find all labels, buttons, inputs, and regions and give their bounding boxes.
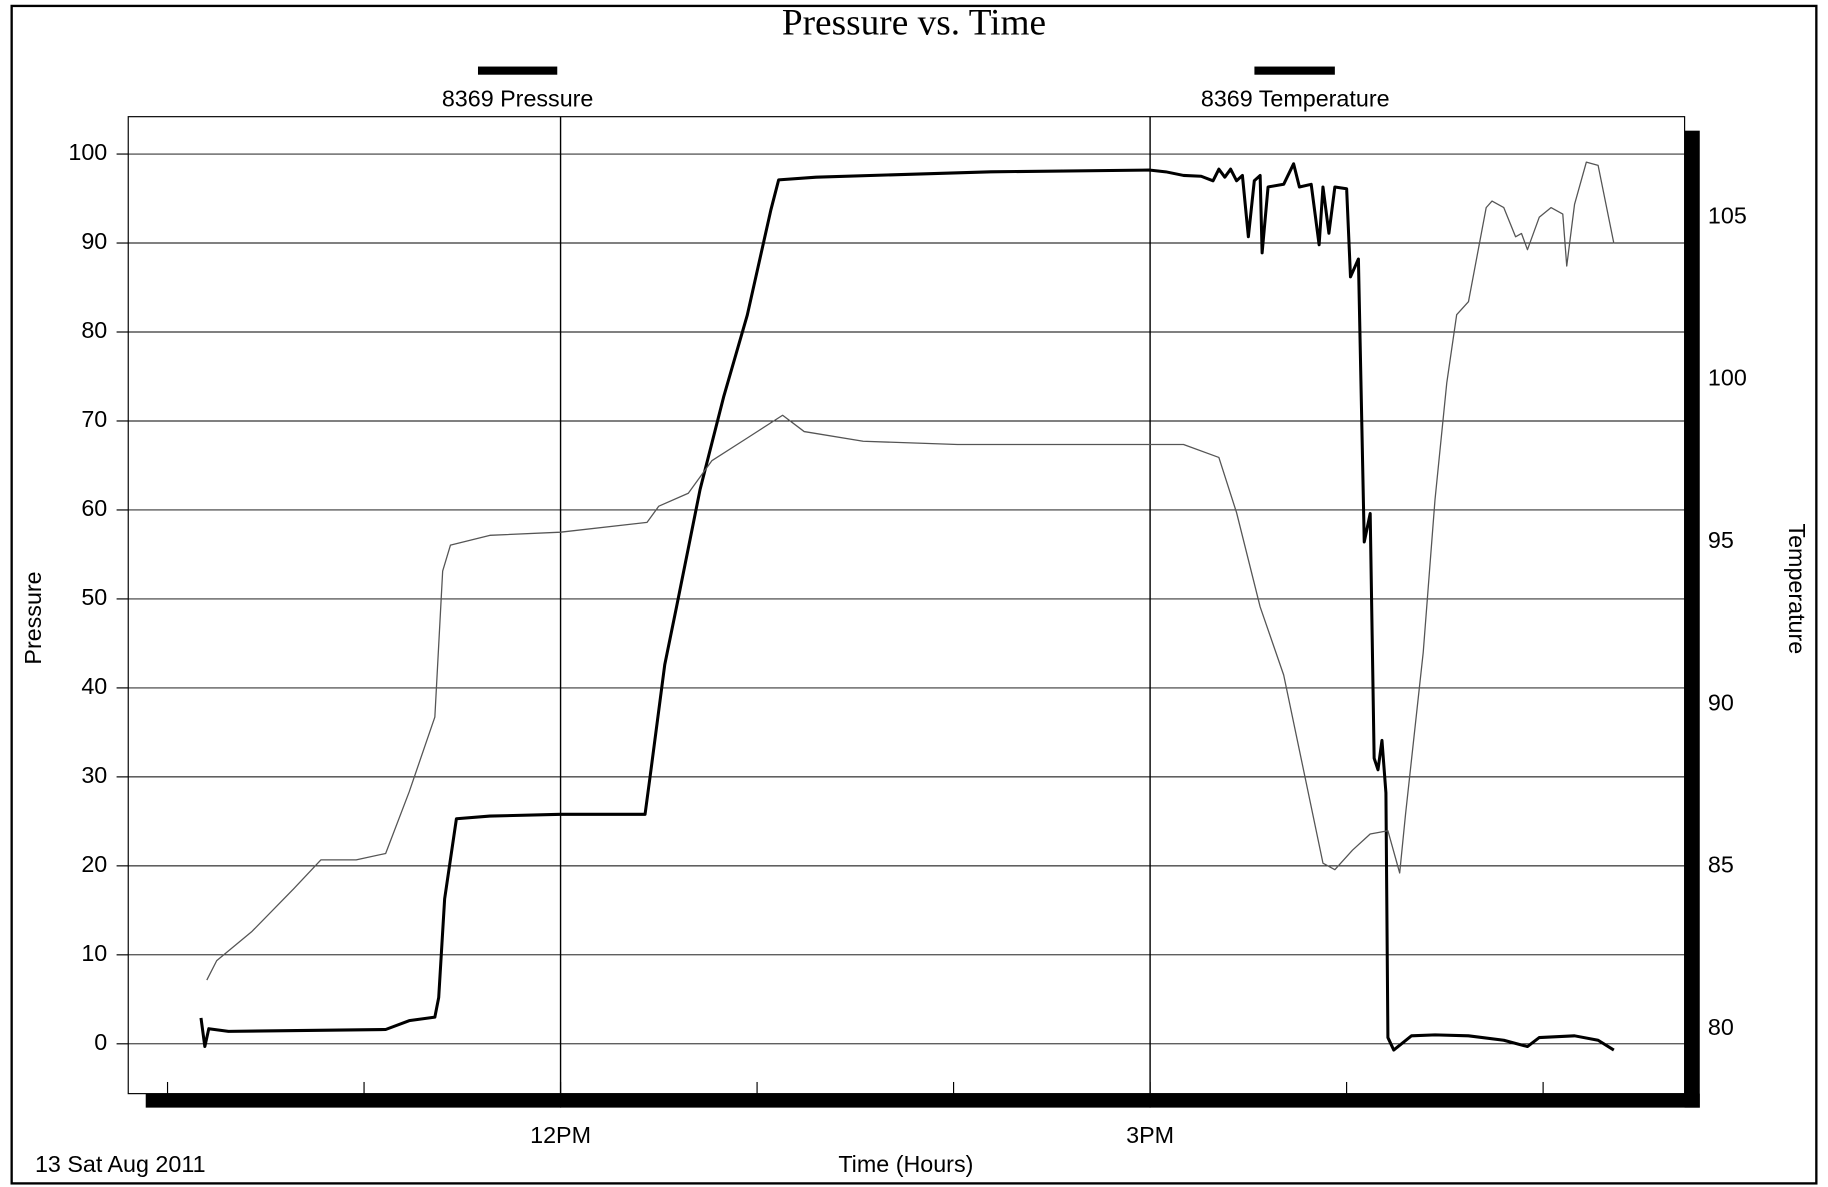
y2-tick-label: 105 <box>1708 202 1747 228</box>
x-tick-label: 12PM <box>530 1122 591 1148</box>
legend-swatch <box>1254 66 1335 75</box>
legend-label: 8369 Pressure <box>442 86 594 112</box>
y-tick-label: 100 <box>68 139 107 165</box>
chart-title: Pressure vs. Time <box>782 2 1046 43</box>
y-tick-label: 30 <box>81 762 107 788</box>
y-tick-label: 40 <box>81 673 107 699</box>
y2-tick-label: 85 <box>1708 852 1734 878</box>
y2-tick-label: 100 <box>1708 365 1747 391</box>
y-tick-label: 70 <box>81 406 107 432</box>
y-tick-label: 0 <box>94 1029 107 1055</box>
series-line <box>199 162 1615 1052</box>
y-axis-label: Pressure <box>20 571 46 664</box>
date-label: 13 Sat Aug 2011 <box>35 1151 206 1177</box>
y-tick-label: 90 <box>81 228 107 254</box>
plot-shadow <box>1684 130 1700 1108</box>
y-tick-label: 50 <box>81 584 107 610</box>
y-tick-label: 60 <box>81 495 107 521</box>
y2-axis-label: Temperature <box>1784 523 1810 654</box>
x-tick-label: 3PM <box>1126 1122 1174 1148</box>
y2-tick-label: 90 <box>1708 689 1734 715</box>
legend-swatch <box>477 66 558 75</box>
y-tick-label: 20 <box>81 851 107 877</box>
legend-label: 8369 Temperature <box>1201 86 1390 112</box>
y-tick-label: 10 <box>81 940 107 966</box>
plot-shadow <box>145 1093 1700 1108</box>
frame <box>10 4 1818 1185</box>
y2-tick-label: 95 <box>1708 527 1734 553</box>
y-tick-label: 80 <box>81 317 107 343</box>
series-line <box>206 161 1615 981</box>
x-axis-label: Time (Hours) <box>838 1151 973 1177</box>
plot-area <box>127 116 1686 1095</box>
y2-tick-label: 80 <box>1708 1014 1734 1040</box>
